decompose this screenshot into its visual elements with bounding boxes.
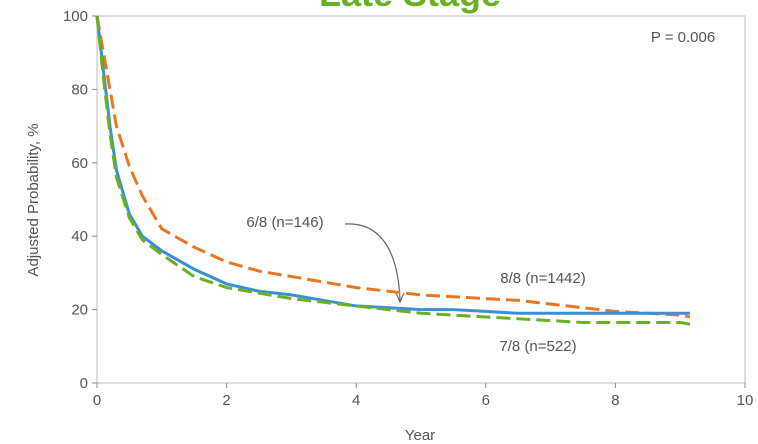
chart-title: Late Stage <box>319 0 501 14</box>
series-label: 6/8 (n=146) <box>246 214 323 231</box>
x-tick-label: 2 <box>222 392 230 409</box>
y-tick-label: 0 <box>80 375 88 392</box>
x-tick-label: 8 <box>611 392 619 409</box>
y-tick-label: 40 <box>71 228 88 245</box>
series-label: 7/8 (n=522) <box>499 338 576 355</box>
survival-line <box>95 15 691 319</box>
arrow-head <box>395 292 405 304</box>
x-tick-label: 6 <box>482 392 490 409</box>
plot-frame <box>96 15 746 384</box>
survival-line <box>95 15 691 326</box>
y-tick-label: 60 <box>71 155 88 172</box>
y-tick-label: 100 <box>63 8 88 25</box>
y-tick-label: 20 <box>71 302 88 319</box>
y-axis-label: Adjusted Probability, % <box>25 123 42 276</box>
y-tick-label: 80 <box>71 81 88 98</box>
survival-line <box>95 15 690 315</box>
annotation-arrow <box>344 223 401 301</box>
x-tick-label: 4 <box>352 392 360 409</box>
x-tick-label: 0 <box>93 392 101 409</box>
x-axis-label: Year <box>405 427 435 444</box>
p-value: P = 0.006 <box>651 29 715 46</box>
x-tick-label: 10 <box>737 392 754 409</box>
series-label: 8/8 (n=1442) <box>500 270 585 287</box>
